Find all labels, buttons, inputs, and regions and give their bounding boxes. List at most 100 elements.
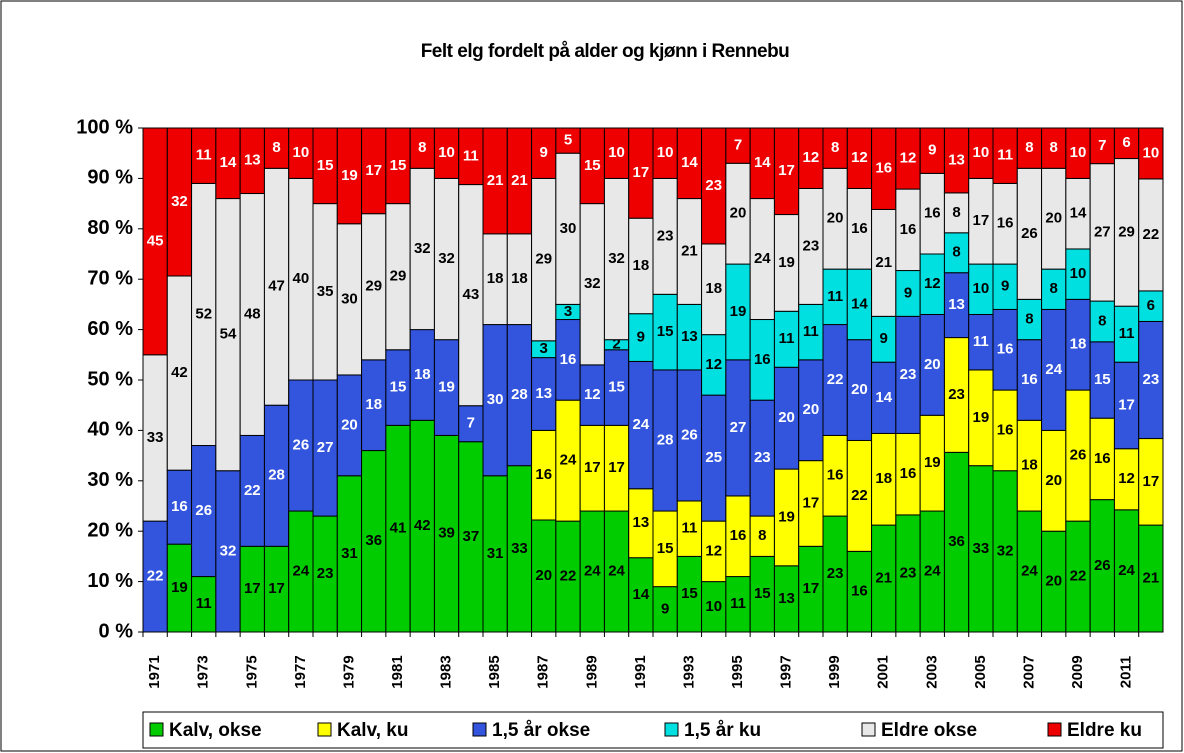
data-label: 13 [244, 152, 261, 169]
data-label: 8 [831, 139, 839, 156]
bar-segment [263, 404, 290, 547]
bar-segment [725, 263, 751, 361]
data-label: 12 [900, 150, 917, 167]
bar-segment [1041, 308, 1067, 431]
bar-segment [919, 172, 945, 255]
bar-segment [409, 329, 435, 421]
data-label: 33 [147, 429, 164, 446]
bar-segment [943, 127, 970, 194]
data-label: 12 [705, 356, 722, 373]
data-label: 8 [1050, 280, 1058, 297]
bar-segment [919, 510, 945, 633]
data-label: 9 [880, 330, 888, 347]
data-label: 37 [463, 528, 480, 545]
bar-segment [919, 253, 945, 315]
data-label: 23 [803, 237, 820, 254]
data-label: 25 [705, 449, 722, 466]
data-label: 15 [754, 585, 771, 602]
data-label: 26 [681, 426, 698, 443]
data-label: 14 [633, 586, 650, 603]
bar-segment [166, 127, 193, 277]
data-label: 16 [851, 220, 868, 237]
x-tick-label: 1991 [632, 655, 649, 688]
data-label: 19 [171, 579, 188, 596]
bar-segment [433, 127, 460, 179]
bar-segment [506, 465, 533, 633]
data-label: 11 [973, 333, 989, 350]
data-label: 2 [612, 336, 620, 353]
bar-segment [1138, 438, 1164, 526]
bar-segment [409, 127, 435, 169]
bar-segment [1113, 509, 1140, 633]
bar-segment [1113, 448, 1140, 511]
data-label: 36 [948, 533, 965, 550]
y-tick-label: 90 % [87, 167, 133, 189]
data-label: 9 [1001, 278, 1009, 295]
data-label: 18 [414, 366, 431, 383]
data-label: 23 [705, 177, 722, 194]
data-label: 20 [535, 567, 552, 584]
bar-segment [239, 193, 265, 436]
bar-segment [215, 470, 241, 633]
bar-segment [749, 515, 775, 557]
data-label: 23 [948, 386, 965, 403]
data-label: 11 [463, 147, 479, 164]
bar-segment [773, 565, 800, 633]
data-label: 47 [268, 278, 285, 295]
y-tick-label: 10 % [87, 570, 133, 592]
data-label: 11 [1119, 325, 1135, 342]
bar-segment [312, 127, 338, 205]
bar-segment [1041, 127, 1067, 169]
data-label: 24 [1021, 562, 1038, 579]
data-label: 16 [900, 465, 917, 482]
bar-segment [895, 432, 921, 516]
data-label: 24 [1045, 361, 1062, 378]
data-label: 10 [293, 144, 310, 161]
data-label: 20 [1045, 573, 1062, 590]
legend: Kalv, okse Kalv, ku 1,5 år okse 1,5 år ku El… [142, 711, 1164, 749]
bar-segment [798, 127, 824, 189]
data-label: 28 [511, 386, 528, 403]
bar-segment [191, 576, 217, 633]
legend-swatch [149, 722, 164, 737]
bar-segment [288, 379, 314, 512]
bar-segment [1016, 339, 1043, 421]
data-label: 30 [341, 290, 358, 307]
x-tick-label: 1975 [243, 655, 260, 688]
data-label: 23 [1143, 371, 1160, 388]
bar-segment [1138, 290, 1164, 322]
data-label: 16 [875, 160, 892, 177]
data-label: 6 [1122, 134, 1130, 151]
data-label: 16 [997, 341, 1014, 358]
data-label: 26 [1021, 225, 1038, 242]
data-label: 7 [734, 137, 742, 154]
data-label: 9 [928, 142, 936, 159]
y-tick-label: 40 % [87, 419, 133, 441]
bar-segment [822, 324, 848, 436]
data-label: 12 [584, 386, 601, 403]
bar-segment [531, 177, 557, 342]
data-label: 29 [365, 278, 382, 295]
bar-segment [992, 263, 1018, 310]
data-label: 43 [463, 286, 480, 303]
bar-segment [263, 167, 290, 406]
bar-segment [943, 192, 970, 234]
bar-segment [215, 198, 241, 472]
bar-segment [676, 369, 703, 502]
data-label: 15 [657, 540, 674, 557]
data-label: 23 [827, 565, 844, 582]
chart-title: Felt elg fordelt på alder og kjønn i Ren… [421, 41, 790, 62]
bar-segment [992, 127, 1018, 184]
data-label: 22 [147, 568, 164, 585]
data-label: 29 [535, 251, 552, 268]
legend-swatch [472, 722, 487, 737]
bar-segment [506, 127, 533, 235]
bar-segment [943, 232, 970, 274]
data-label: 52 [195, 305, 212, 322]
bar-segment [822, 127, 848, 169]
data-label: 28 [657, 431, 674, 448]
data-label: 16 [827, 467, 844, 484]
data-label: 23 [900, 564, 917, 581]
data-label: 16 [997, 215, 1014, 232]
data-label: 11 [997, 147, 1013, 164]
